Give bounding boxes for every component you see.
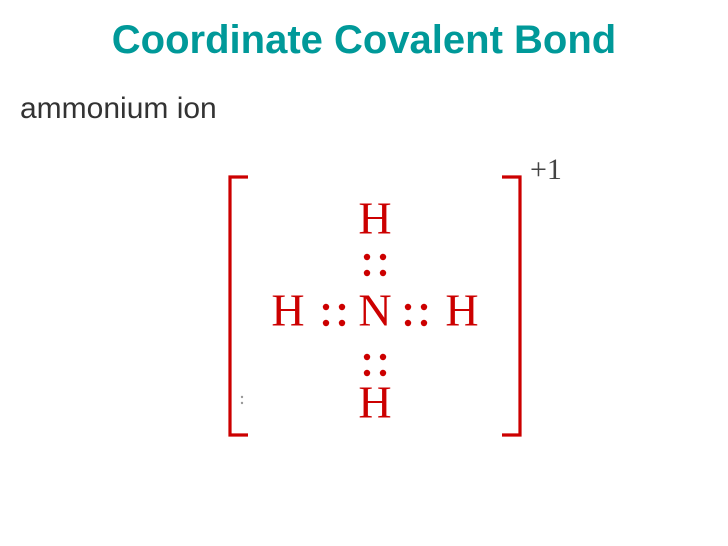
bond-dot bbox=[405, 320, 411, 326]
bracket-right bbox=[502, 177, 520, 435]
artifact-dot bbox=[241, 396, 243, 398]
bond-dot bbox=[364, 254, 370, 260]
bond-dot bbox=[323, 304, 329, 310]
artifact-dot bbox=[241, 402, 243, 404]
bond-dot bbox=[323, 320, 329, 326]
charge-label: +1 bbox=[530, 153, 562, 186]
bond-dot bbox=[339, 304, 345, 310]
lewis-structure-diagram: NHHHH+1 bbox=[170, 145, 580, 445]
bond-dot bbox=[364, 270, 370, 276]
atom-H-3: H bbox=[358, 377, 391, 428]
slide-title: Coordinate Covalent Bond bbox=[0, 18, 728, 63]
atom-H-0: H bbox=[358, 193, 391, 244]
bracket-left bbox=[230, 177, 248, 435]
bond-dot bbox=[405, 304, 411, 310]
atom-H-1: H bbox=[271, 285, 304, 336]
bond-dot bbox=[421, 320, 427, 326]
bond-dot bbox=[380, 270, 386, 276]
bond-dot bbox=[380, 354, 386, 360]
atom-H-2: H bbox=[445, 285, 478, 336]
slide: Coordinate Covalent Bond ammonium ion NH… bbox=[0, 0, 728, 546]
subtitle: ammonium ion bbox=[20, 92, 217, 126]
bond-dot bbox=[364, 370, 370, 376]
bond-dot bbox=[421, 304, 427, 310]
bond-dot bbox=[339, 320, 345, 326]
atom-center-N: N bbox=[358, 285, 391, 336]
bond-dot bbox=[380, 370, 386, 376]
bond-dot bbox=[380, 254, 386, 260]
bond-dot bbox=[364, 354, 370, 360]
